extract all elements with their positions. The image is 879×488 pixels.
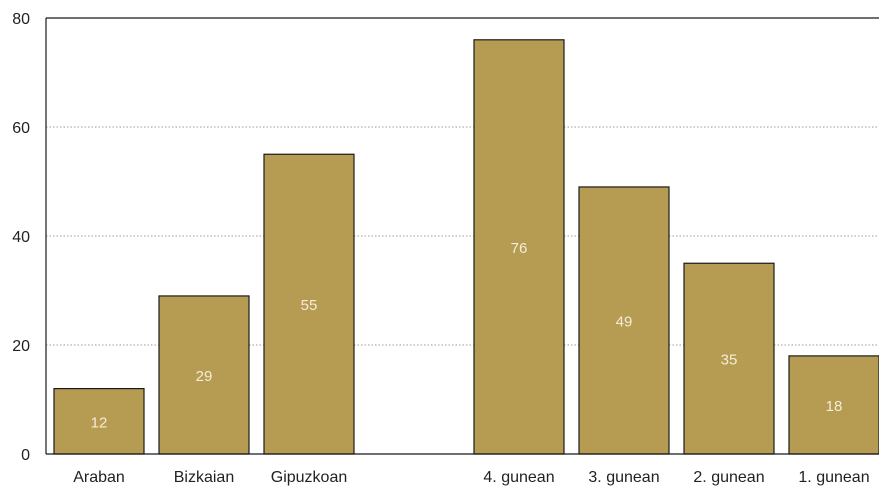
bar xyxy=(263,153,355,455)
bar xyxy=(683,262,775,455)
y-tick-label: 80 xyxy=(12,11,30,28)
x-tick-label: 2. gunean xyxy=(693,469,764,486)
y-tick-label: 60 xyxy=(12,120,30,137)
x-tick-label: Bizkaian xyxy=(174,469,234,486)
data-label: 76 xyxy=(511,240,528,257)
x-tick-label: 1. gunean xyxy=(798,469,869,486)
data-label: 12 xyxy=(91,414,108,431)
y-tick-label: 20 xyxy=(12,338,30,355)
x-tick-label: Araban xyxy=(73,469,125,486)
bar xyxy=(158,295,250,455)
value-labels: 12 29 55 76 49 35 18 xyxy=(91,240,843,431)
bar xyxy=(788,355,879,455)
data-label: 29 xyxy=(196,368,213,385)
y-axis-ticks: 0 20 40 60 80 xyxy=(12,11,30,464)
category-labels: Araban Bizkaian Gipuzkoan 4. gunean 3. gunea… xyxy=(73,469,869,486)
data-label: 35 xyxy=(721,352,738,369)
data-label: 18 xyxy=(826,398,843,415)
bars xyxy=(53,39,879,455)
x-tick-label: 3. gunean xyxy=(588,469,659,486)
bar xyxy=(578,186,670,455)
data-label: 49 xyxy=(616,313,633,330)
x-tick-label: Gipuzkoan xyxy=(271,469,348,486)
data-label: 55 xyxy=(301,297,318,314)
bar xyxy=(473,39,565,455)
bar xyxy=(53,388,145,455)
y-tick-label: 40 xyxy=(12,229,30,246)
y-tick-label: 0 xyxy=(21,447,30,464)
axes xyxy=(45,17,879,455)
x-tick-label: 4. gunean xyxy=(483,469,554,486)
